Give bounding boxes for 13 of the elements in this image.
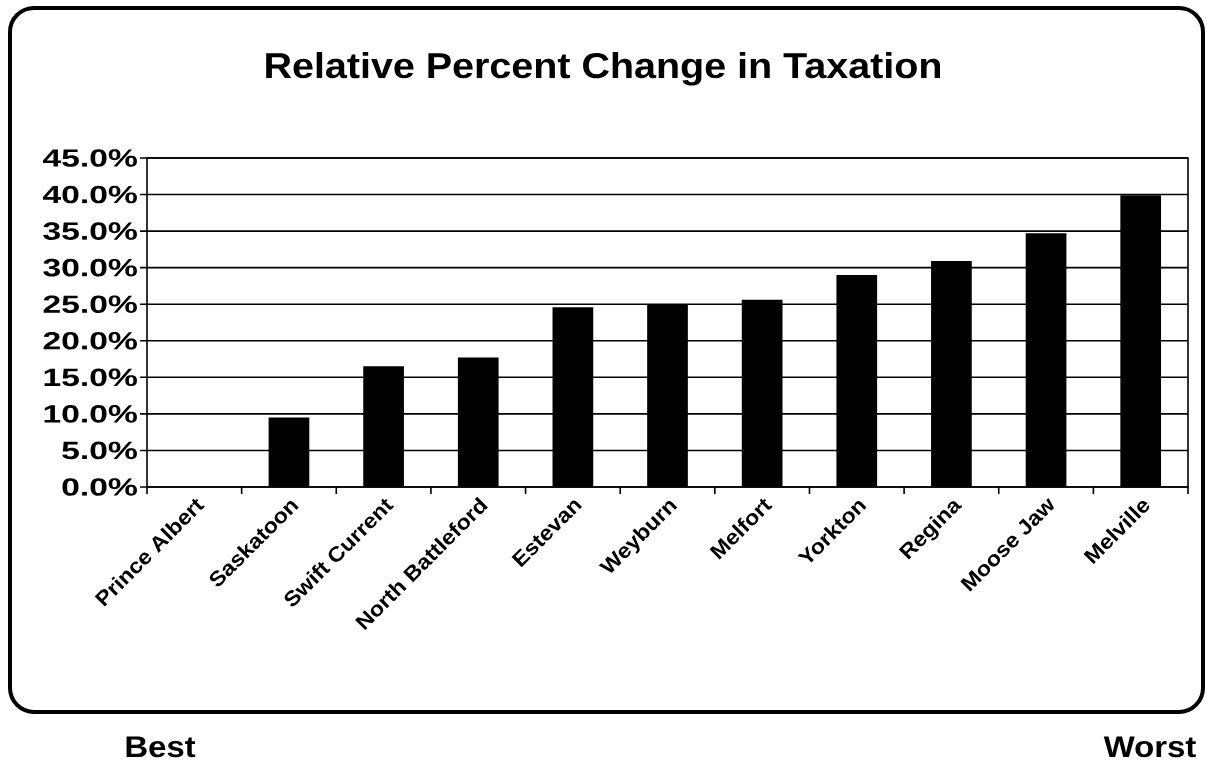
y-tick-label: 40.0%: [42, 185, 137, 204]
y-tick-label: 25.0%: [43, 295, 137, 314]
y-tick-label: 15.0%: [44, 368, 137, 387]
y-tick-label: 10.0%: [44, 405, 137, 423]
y-tick-label: 35.0%: [43, 222, 137, 240]
y-tick-label: 45.0%: [42, 149, 137, 167]
y-tick-label: 5.0%: [62, 441, 137, 460]
text: Worst: [1103, 736, 1196, 758]
text: Best: [126, 736, 196, 758]
y-tick-label: 0.0%: [62, 478, 137, 496]
chart-title: Relative Percent Change in Taxation: [266, 52, 941, 86]
y-tick-label: 20.0%: [43, 331, 137, 350]
y-tick-label: 30.0%: [43, 258, 137, 277]
